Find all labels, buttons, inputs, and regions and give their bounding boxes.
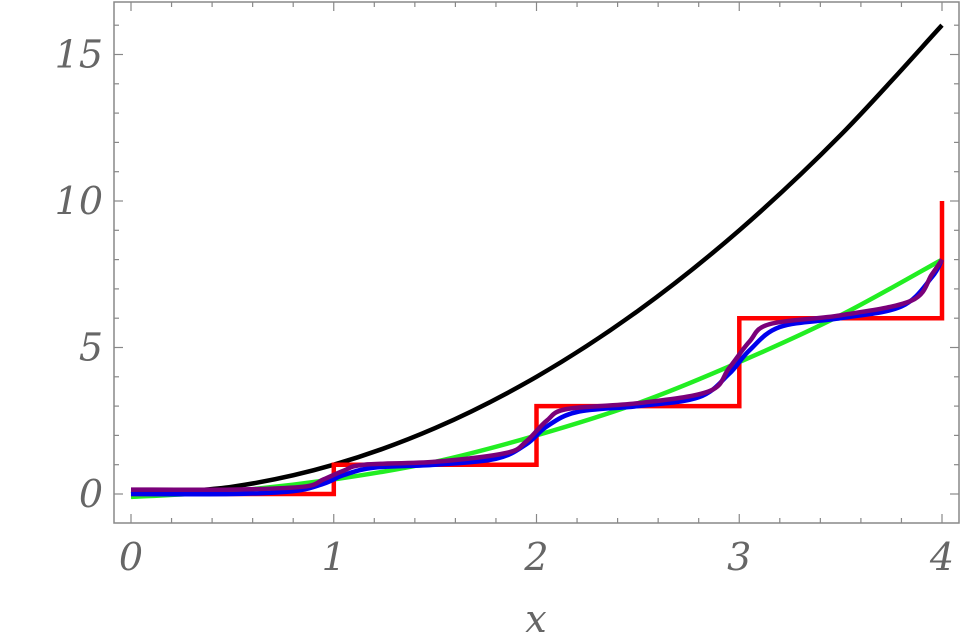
series-layer bbox=[130, 23, 945, 500]
x-tick-label: 4 bbox=[929, 535, 954, 579]
series-line-0 bbox=[130, 23, 944, 497]
series-line-2 bbox=[131, 201, 945, 497]
y-tick-label: 10 bbox=[55, 179, 103, 223]
x-tick-label: 1 bbox=[322, 535, 346, 579]
y-tick-label: 0 bbox=[79, 472, 103, 516]
x-tick-label: 0 bbox=[119, 535, 143, 579]
y-tick-label: 5 bbox=[79, 326, 103, 370]
axis-ticks bbox=[114, 2, 959, 523]
tick-labels: 0 1 2 3 4 0 5 10 15 bbox=[55, 33, 954, 580]
x-tick-label: 3 bbox=[727, 535, 751, 579]
x-tick-label: 2 bbox=[523, 535, 548, 579]
x-axis-title: x bbox=[525, 597, 546, 641]
y-tick-label: 15 bbox=[55, 33, 103, 77]
series-line-4 bbox=[130, 258, 944, 493]
series-line-3 bbox=[130, 258, 944, 497]
